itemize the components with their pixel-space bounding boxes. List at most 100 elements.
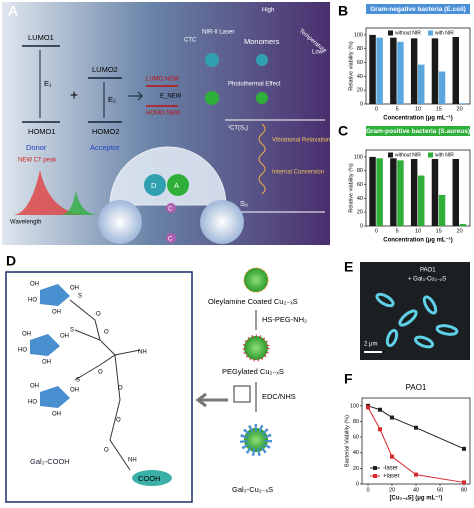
- nanoparticle: [243, 267, 269, 293]
- bar: [418, 175, 425, 226]
- e2: E₂: [108, 95, 116, 104]
- panel-label: C: [338, 123, 348, 139]
- bar: [431, 38, 439, 105]
- marker: [378, 427, 382, 432]
- bar: [397, 41, 404, 104]
- donor-ball: [144, 174, 166, 196]
- ct-s1: ¹CT(S₁): [228, 126, 248, 132]
- legend-label: +laser: [383, 474, 400, 480]
- legend-swatch: [428, 152, 433, 158]
- molecule: [205, 91, 219, 105]
- atom-label: HO: [28, 400, 37, 406]
- legend-swatch: [388, 30, 393, 36]
- e-new: E_NEW: [160, 94, 182, 100]
- title-banner: [366, 126, 470, 136]
- chart-title: PAO1: [406, 383, 427, 392]
- atom-label: HO: [28, 298, 37, 304]
- atom-label: OH: [52, 412, 61, 418]
- marker: [390, 415, 394, 420]
- c-ball: [166, 203, 176, 213]
- lumo1: LUMO1: [28, 33, 54, 42]
- nanoparticle: [240, 424, 272, 456]
- hs-peg: HS-PEG-NH₂: [262, 315, 307, 324]
- bar: [459, 103, 467, 104]
- legend-marker: [373, 466, 377, 470]
- atom-label: OH: [70, 388, 79, 394]
- lumo2: LUMO2: [92, 65, 118, 74]
- molecule-box: [5, 271, 193, 503]
- y-tick-label: 40: [357, 74, 363, 80]
- ct-peak: [12, 170, 90, 215]
- panel-label: B: [338, 3, 348, 19]
- legend-label: without NIR: [395, 152, 421, 158]
- marker: [378, 407, 382, 412]
- x-axis-label: [Cu₂₋ₓS] (μg mL⁻¹): [390, 495, 443, 502]
- gal-cooh: Gal₃-COOH: [30, 457, 70, 466]
- atom-label: O: [104, 448, 109, 454]
- atom-label: O: [98, 370, 103, 376]
- atom-label: OH: [30, 282, 39, 288]
- panel-label: F: [344, 371, 353, 387]
- bar: [376, 158, 383, 226]
- y-tick-label: 80: [357, 46, 363, 52]
- x-axis-label: Concentration (μg mL⁻¹): [383, 115, 453, 122]
- x-tick-label: 15: [436, 228, 442, 234]
- bar: [452, 158, 459, 226]
- y-tick-label: 100: [354, 154, 363, 160]
- chart: Gram-negative bacteria (E.coli) 0 20 40 60 80…: [348, 4, 471, 122]
- atom-label: OH: [42, 360, 51, 366]
- homo2: HOMO2: [92, 127, 120, 136]
- y-tick-label: 80: [357, 168, 363, 174]
- ctc: CTC: [184, 38, 197, 44]
- x-tick-label: 20: [457, 228, 463, 234]
- sugar-ring: [30, 334, 60, 356]
- y-axis-label: Relative viability (%): [348, 41, 354, 91]
- bar: [438, 194, 446, 226]
- nanoparticle: [200, 200, 244, 244]
- legend-swatch: [428, 30, 433, 36]
- y-tick-label: 60: [357, 60, 363, 66]
- atom-label: OH: [52, 310, 61, 316]
- edc: EDC/NHS: [262, 392, 296, 401]
- y-tick-label: 20: [357, 88, 363, 94]
- marker: [414, 472, 418, 477]
- y-tick-label: 40: [357, 196, 363, 202]
- homo1: HOMO1: [28, 127, 56, 136]
- sugar-ring: [40, 386, 70, 408]
- panel-label: A: [8, 3, 18, 19]
- panel-e: E PAO1 + Gal₃-Cu₂₋ₓS 2 μm: [344, 259, 470, 360]
- y-tick-label: 20: [357, 210, 363, 216]
- e1: E₁: [44, 79, 52, 88]
- pegylated: PEGylated Cu₂₋ₓS: [222, 367, 284, 376]
- atom-label: O: [118, 386, 123, 392]
- atom-label: OH: [60, 334, 69, 340]
- marker: [414, 425, 418, 430]
- y-tick-label: 20: [353, 466, 359, 472]
- internal: Internal Conversion: [272, 170, 324, 176]
- plus: +: [70, 87, 78, 103]
- cooh-ellipse: [132, 470, 172, 486]
- low: Low: [312, 50, 324, 56]
- lumo-new: LUMO NEW: [146, 77, 179, 83]
- nanoparticle: [98, 200, 142, 244]
- new-ct-peak: NEW CT peak: [18, 158, 57, 164]
- arrow: [195, 392, 228, 408]
- y-tick-label: 0: [360, 223, 363, 229]
- bar: [369, 156, 376, 226]
- atom-label: NH: [128, 458, 137, 464]
- laser: NIR-II Laser: [202, 30, 234, 36]
- dome: [109, 146, 227, 206]
- s0: S₀: [240, 199, 248, 208]
- y-tick-label: 40: [353, 450, 359, 456]
- y-tick-label: 100: [354, 32, 363, 38]
- bar: [410, 38, 418, 105]
- atom-label: O: [104, 330, 109, 336]
- panel-label: D: [6, 253, 16, 269]
- cooh: COOH: [138, 474, 161, 483]
- x-tick-label: 40: [413, 487, 419, 493]
- x-tick-label: 0: [375, 106, 378, 112]
- x-tick-label: 20: [389, 487, 395, 493]
- y-tick-label: 60: [357, 182, 363, 188]
- relaxation: [258, 123, 266, 195]
- title-banner: [366, 4, 470, 14]
